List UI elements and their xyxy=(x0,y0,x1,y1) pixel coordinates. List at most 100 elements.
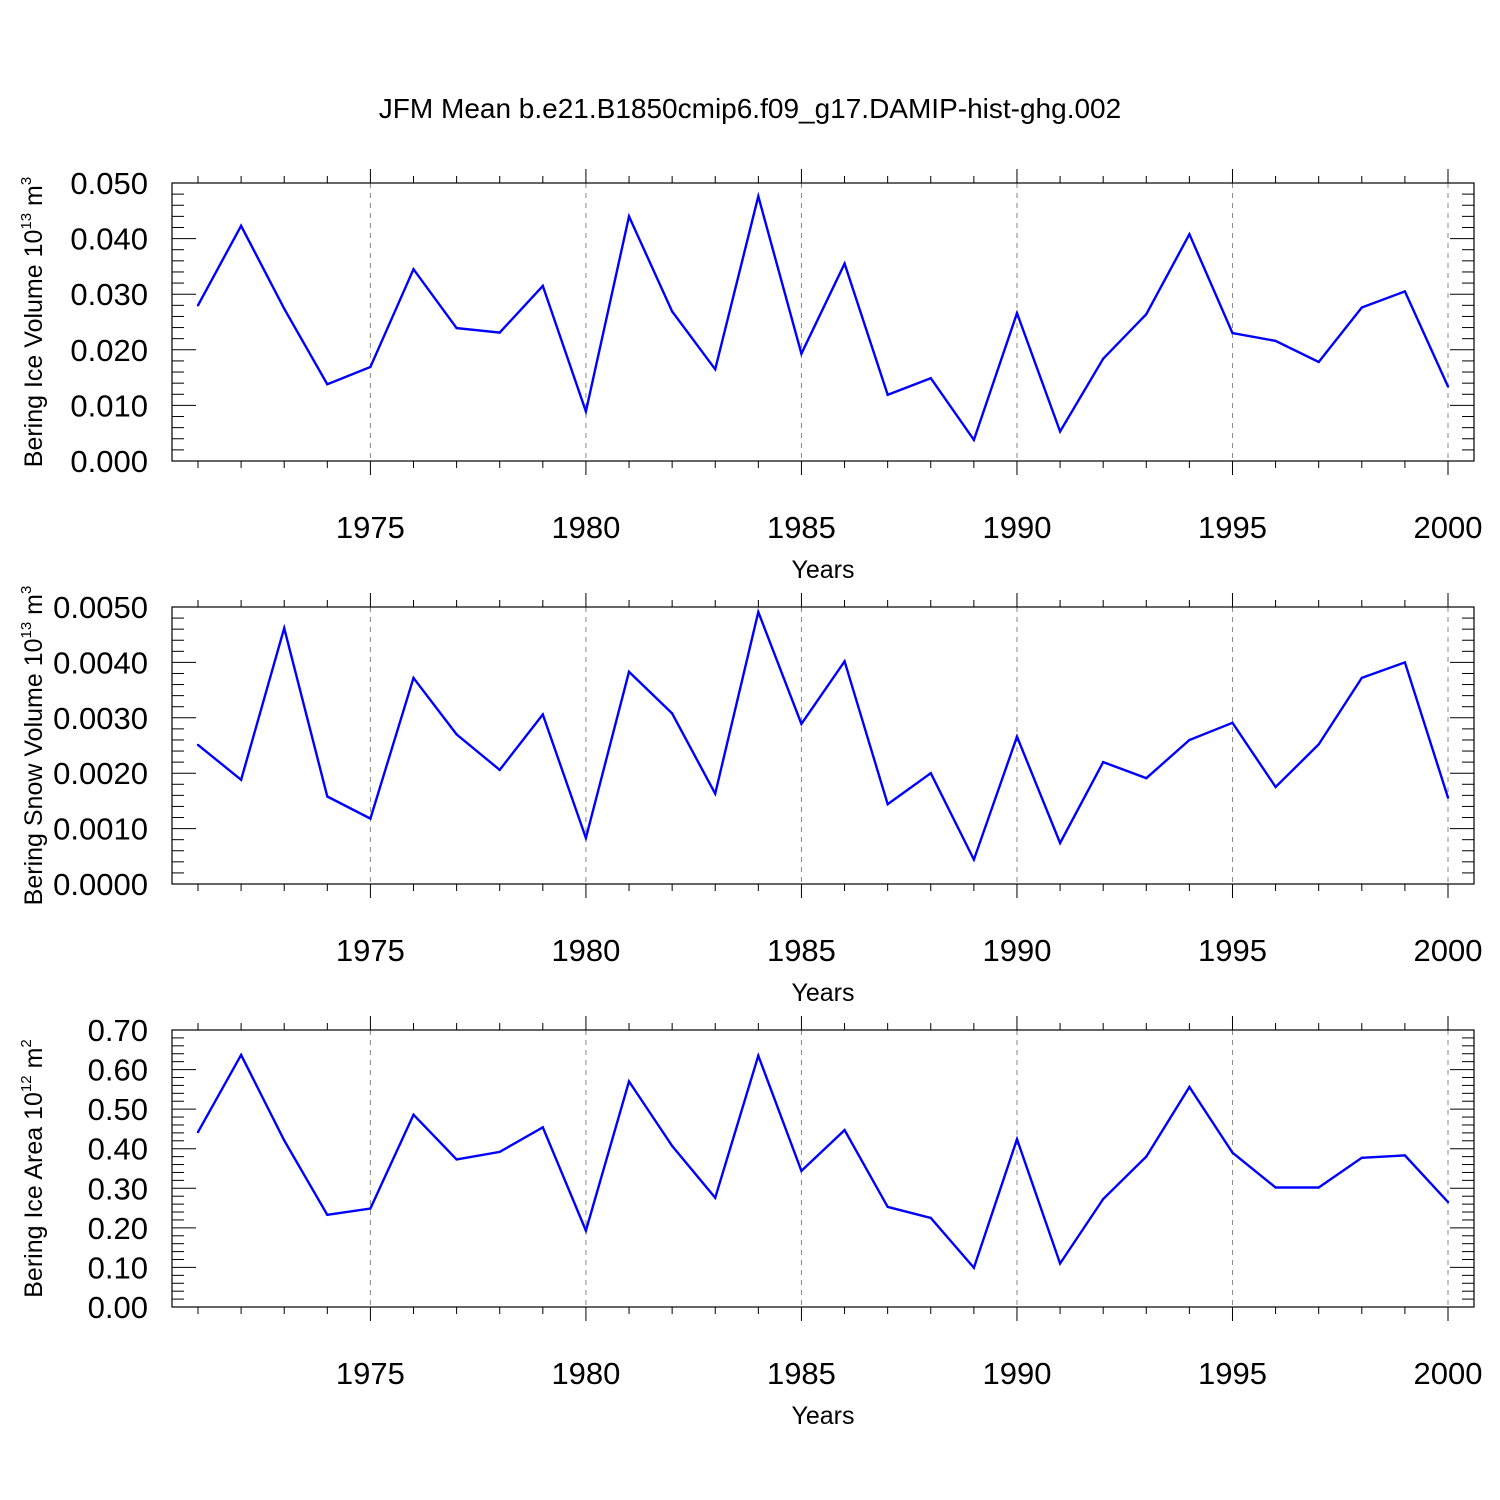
snow-volume-data-point xyxy=(498,768,501,772)
ice-volume-data-point xyxy=(412,267,415,271)
panel-ice-volume: 1975 1980 1985 1990 1995 2000 Years 0.000 0.010 0… xyxy=(18,166,1482,584)
ice-area-xticklabel: 1980 xyxy=(551,1356,620,1391)
ice-area-data-point xyxy=(239,1053,243,1057)
ice-area-yticklabel: 0.30 xyxy=(88,1171,148,1206)
snow-volume-data-point xyxy=(196,743,200,747)
snow-volume-data-point xyxy=(670,712,674,715)
ice-area-yticklabel: 0.00 xyxy=(88,1290,148,1325)
ice-volume-yticklabel: 0.020 xyxy=(70,333,148,368)
ice-area-yticklabel: 0.10 xyxy=(88,1250,148,1285)
snow-volume-data-point xyxy=(1188,738,1191,742)
ice-volume-data-point xyxy=(196,304,200,307)
ice-area-data-point xyxy=(1101,1197,1105,1201)
snow-volume-yticklabel: 0.0040 xyxy=(53,645,148,680)
ice-area-data-point xyxy=(369,1207,372,1210)
ice-area-data-point xyxy=(800,1169,803,1173)
ice-volume-data-point xyxy=(326,383,329,386)
snow-volume-data-point xyxy=(584,836,588,840)
snow-volume-data-point xyxy=(757,610,760,614)
snow-volume-data-point xyxy=(800,722,803,726)
ice-area-data-point xyxy=(714,1196,717,1199)
ice-area-data-point xyxy=(196,1130,200,1134)
snow-volume-data-point xyxy=(843,660,846,663)
ice-volume-xticklabel: 1985 xyxy=(767,510,836,545)
ice-volume-xticklabel: 2000 xyxy=(1414,510,1483,545)
chart-title: JFM Mean b.e21.B1850cmip6.f09_g17.DAMIP-… xyxy=(379,93,1121,124)
ice-volume-xticklabel: 1975 xyxy=(336,510,405,545)
ice-area-data-point xyxy=(757,1054,760,1057)
ice-volume-data-point xyxy=(1317,360,1320,364)
snow-volume-data-point xyxy=(1145,776,1148,780)
ice-volume-yticklabel: 0.000 xyxy=(70,444,148,479)
ice-area-data-point xyxy=(412,1113,415,1116)
ice-volume-data-point xyxy=(757,195,760,198)
ice-area-data-point xyxy=(326,1213,329,1216)
snow-volume-yticklabel: 0.0000 xyxy=(53,867,148,902)
ice-volume-data-point xyxy=(239,224,243,228)
snow-volume-data-point xyxy=(1446,796,1450,799)
ice-area-series-line xyxy=(196,1051,1449,1271)
ice-area-frame xyxy=(171,1029,1475,1308)
ice-volume-data-point xyxy=(1446,385,1450,388)
snow-volume-data-point xyxy=(283,626,286,630)
ice-area-data-point xyxy=(1058,1262,1062,1265)
ice-volume-data-point xyxy=(714,368,717,371)
snow-volume-xticklabel: 1980 xyxy=(551,933,620,968)
ice-volume-data-point xyxy=(1231,331,1234,335)
snow-volume-ylabel: Bering Snow Volume 1013 m3 xyxy=(18,586,48,906)
ice-volume-yticklabel: 0.010 xyxy=(70,388,148,423)
snow-volume-data-point xyxy=(239,778,243,782)
snow-volume-xlabel: Years xyxy=(791,979,854,1007)
ice-volume-data-point xyxy=(1188,232,1191,236)
snow-volume-data-point xyxy=(1231,721,1234,724)
ice-volume-ylabel: Bering Ice Volume 1013 m3 xyxy=(18,177,48,467)
ice-area-data-point xyxy=(541,1126,545,1129)
snow-volume-data-point xyxy=(627,670,631,674)
snow-volume-data-point xyxy=(714,792,717,795)
snow-volume-series-line xyxy=(197,607,1450,863)
ice-area-xlabel: Years xyxy=(791,1402,854,1430)
ice-volume-yticklabel: 0.040 xyxy=(70,222,148,257)
ice-area-yticklabel: 0.60 xyxy=(88,1053,148,1088)
snow-volume-data-point xyxy=(886,803,889,806)
ice-volume-data-point xyxy=(1058,430,1062,433)
ice-area-xticklabel: 1990 xyxy=(982,1356,1051,1391)
snow-volume-xticklabel: 1975 xyxy=(336,933,405,968)
ice-volume-data-point xyxy=(1101,357,1105,360)
snow-volume-data-point xyxy=(1274,785,1277,789)
snow-volume-yticklabel: 0.0020 xyxy=(53,756,148,791)
ice-area-data-point xyxy=(455,1158,458,1161)
ice-volume-series-line xyxy=(196,191,1450,443)
snow-volume-data-point xyxy=(326,795,329,798)
ice-area-data-point xyxy=(584,1229,588,1232)
ice-area-data-point xyxy=(627,1080,631,1083)
ice-area-data-point xyxy=(283,1139,286,1142)
ice-area-data-point xyxy=(972,1266,976,1270)
ice-area-yticklabel: 0.50 xyxy=(88,1092,148,1127)
ice-area-yticklabel: 0.20 xyxy=(88,1211,148,1246)
snow-volume-yticklabel: 0.0050 xyxy=(53,590,148,625)
ice-volume-frame xyxy=(171,182,1475,462)
ice-area-data-point xyxy=(1274,1186,1277,1189)
snow-volume-data-point xyxy=(1317,743,1320,746)
ice-area-data-point xyxy=(1403,1154,1407,1157)
ice-volume-yticklabel: 0.030 xyxy=(70,277,148,312)
ice-volume-data-point xyxy=(929,376,932,380)
snow-volume-xticklabel: 1990 xyxy=(982,933,1051,968)
ice-volume-data-point xyxy=(800,352,803,355)
snow-volume-data-point xyxy=(1015,735,1019,738)
snow-volume-data-point xyxy=(412,676,415,680)
snow-volume-data-point xyxy=(1058,841,1062,845)
ice-area-data-point xyxy=(886,1205,889,1209)
ice-area-xticklabel: 1975 xyxy=(336,1356,405,1391)
ice-volume-data-point xyxy=(1274,339,1277,343)
snow-volume-yticklabel: 0.0030 xyxy=(53,701,148,736)
snow-volume-data-point xyxy=(929,772,932,775)
ice-volume-data-point xyxy=(283,307,286,310)
ice-area-xticklabel: 2000 xyxy=(1414,1356,1483,1391)
ice-area-data-point xyxy=(1231,1151,1234,1154)
ice-area-data-point xyxy=(1317,1186,1320,1189)
ice-area-data-point xyxy=(670,1144,674,1148)
snow-volume-data-point xyxy=(1101,760,1105,764)
ice-area-data-point xyxy=(843,1128,846,1132)
